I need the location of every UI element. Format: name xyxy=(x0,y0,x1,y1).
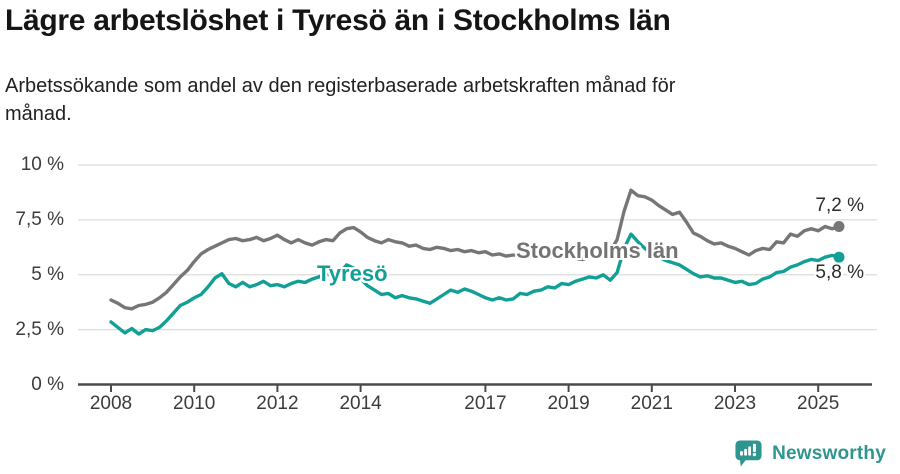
x-tick-label: 2014 xyxy=(339,393,382,414)
x-tick-label: 2025 xyxy=(797,393,840,414)
y-tick-label: 0 % xyxy=(31,373,64,395)
page-title: Lägre arbetslöshet i Tyresö än i Stockho… xyxy=(5,4,671,37)
x-tick-label: 2021 xyxy=(630,393,673,414)
x-tick-label: 2017 xyxy=(464,393,507,414)
y-tick-label: 2,5 % xyxy=(15,318,64,340)
x-tick-label: 2012 xyxy=(256,393,299,414)
series-label-tyreso: Tyresö xyxy=(317,261,388,286)
newsworthy-chart-bubble-icon xyxy=(735,440,762,467)
x-tick-label: 2023 xyxy=(713,393,757,414)
brand-name: Newsworthy xyxy=(772,442,886,464)
y-tick-label: 5 % xyxy=(31,263,64,285)
x-tick-label: 2008 xyxy=(89,393,133,414)
x-tick-label: 2019 xyxy=(547,393,590,414)
end-value-stockholms-lan: 7,2 % xyxy=(815,195,864,216)
brand-footer: Newsworthy xyxy=(734,439,886,468)
chart-subtitle: Arbetssökande som andel av den registerb… xyxy=(5,75,676,125)
y-tick-label: 10 % xyxy=(20,154,64,175)
end-value-tyreso: 5,8 % xyxy=(815,262,864,283)
series-label-stockholms-lan: Stockholms län xyxy=(516,238,679,263)
x-tick-label: 2010 xyxy=(173,393,216,414)
y-tick-label: 7,5 % xyxy=(15,208,64,230)
